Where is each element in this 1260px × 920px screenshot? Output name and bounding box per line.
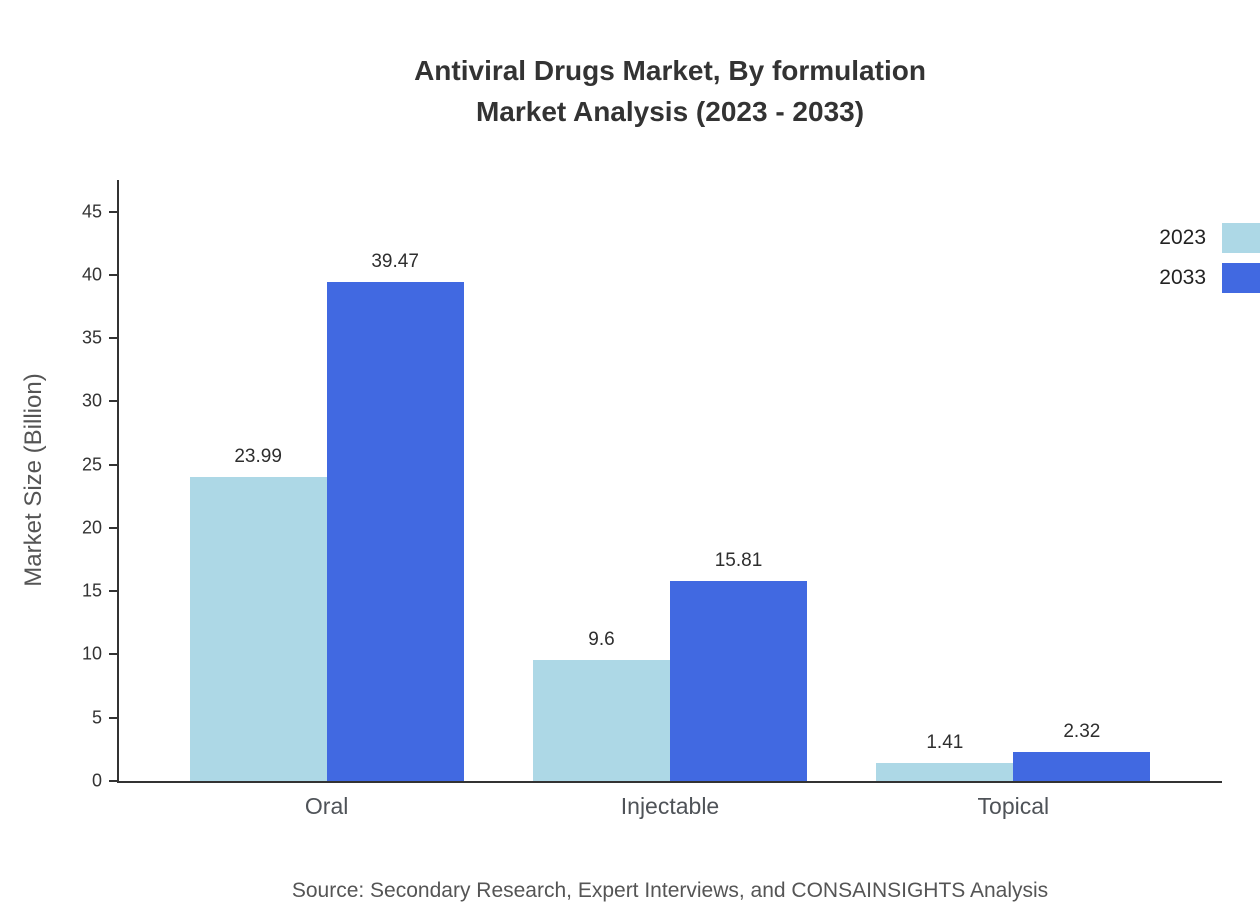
y-tick-label: 15 xyxy=(81,580,102,601)
y-tick-mark xyxy=(109,463,117,466)
y-tick-mark xyxy=(109,780,117,782)
legend-label: 2033 xyxy=(1159,266,1206,289)
bar-2023-injectable xyxy=(533,659,670,781)
y-tick-mark xyxy=(109,526,117,529)
bar-2033-oral xyxy=(326,281,464,781)
bar-2023-oral xyxy=(189,477,327,781)
bar-value-label: 9.6 xyxy=(588,628,615,650)
legend: 2023 2033 xyxy=(1159,218,1260,298)
x-axis-line xyxy=(117,781,1222,783)
y-axis-line xyxy=(117,180,119,783)
y-tick-label: 5 xyxy=(91,707,102,728)
y-tick-mark xyxy=(109,273,117,276)
legend-swatch xyxy=(1222,223,1260,253)
y-tick-label: 40 xyxy=(81,264,102,285)
y-tick-label: 0 xyxy=(91,770,102,791)
source-text: Source: Secondary Research, Expert Inter… xyxy=(291,879,1049,902)
y-tick-label: 30 xyxy=(81,390,102,411)
x-category-label: Injectable xyxy=(620,793,720,819)
bar-2023-topical xyxy=(876,763,1014,781)
bar-value-label: 2.32 xyxy=(1063,720,1101,742)
bar-value-label: 39.47 xyxy=(371,250,419,272)
legend-swatch xyxy=(1222,263,1260,293)
bar-2033-topical xyxy=(1013,751,1151,781)
x-category-label: Topical xyxy=(977,793,1050,819)
y-tick-label: 25 xyxy=(81,454,102,475)
y-tick-mark xyxy=(109,210,117,213)
x-category-label: Oral xyxy=(304,793,349,819)
chart-title-line2: Market Analysis (2023 - 2033) xyxy=(475,96,865,127)
y-tick-label: 20 xyxy=(81,517,102,538)
legend-item-2023: 2023 xyxy=(1159,218,1260,258)
y-tick-mark xyxy=(109,653,117,656)
bar-value-label: 23.99 xyxy=(234,446,282,468)
y-tick-mark xyxy=(109,716,117,719)
legend-item-2033: 2033 xyxy=(1159,258,1260,298)
y-tick-label: 35 xyxy=(81,327,102,348)
legend-label: 2023 xyxy=(1159,226,1206,249)
bar-2033-injectable xyxy=(670,580,807,781)
y-tick-mark xyxy=(109,590,117,593)
bar-value-label: 15.81 xyxy=(714,549,763,571)
y-tick-label: 45 xyxy=(81,201,102,222)
plot-area: 0 5 10 15 20 25 30 35 40 45 23.99 39.47 Oral 9.6 15.81… xyxy=(82,180,1222,819)
y-tick-mark xyxy=(109,400,117,403)
y-tick-label: 10 xyxy=(81,643,102,664)
chart-title-line1: Antiviral Drugs Market, By formulation xyxy=(414,55,926,86)
y-tick-mark xyxy=(109,337,117,340)
bar-value-label: 1.41 xyxy=(926,732,964,754)
chart-title: Antiviral Drugs Market, By formulation M… xyxy=(118,50,1222,132)
